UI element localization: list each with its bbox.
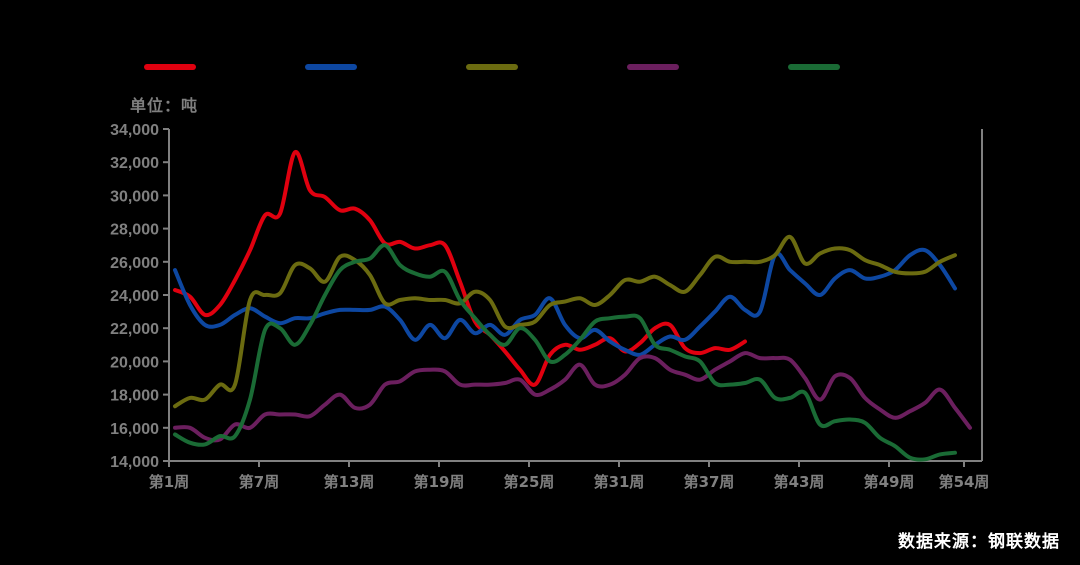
y-tick-label: 24,000 <box>110 288 159 305</box>
y-tick-label: 30,000 <box>110 188 159 205</box>
y-tick-label: 34,000 <box>110 122 159 139</box>
x-tick-label: 第13周 <box>324 473 375 491</box>
series-line-3 <box>173 234 957 409</box>
series-line-1 <box>173 150 747 387</box>
y-tick-label: 22,000 <box>110 321 159 338</box>
series-line-2 <box>173 247 957 357</box>
x-tick-label: 第7周 <box>239 473 279 491</box>
y-tick-label: 18,000 <box>110 388 159 405</box>
x-tick-label: 第1周 <box>149 473 189 491</box>
y-tick-label: 14,000 <box>110 454 159 471</box>
y-tick-label: 20,000 <box>110 354 159 371</box>
x-tick-label: 第19周 <box>414 473 465 491</box>
axes: 14,000 16,000 18,000 20,000 22,000 24,000 26,0… <box>110 122 989 491</box>
x-tick-label: 第37周 <box>684 473 735 491</box>
x-tick-label: 第54周 <box>939 473 990 491</box>
series-line-4 <box>173 351 972 443</box>
series-line-5 <box>173 243 957 462</box>
y-tick-label: 28,000 <box>110 222 159 239</box>
x-tick-label: 第43周 <box>774 473 825 491</box>
y-tick-label: 32,000 <box>110 155 159 172</box>
unit-label: 单位：吨 <box>130 96 199 115</box>
plot-area <box>173 150 972 462</box>
x-tick-label: 第25周 <box>504 473 555 491</box>
x-tick-label: 第49周 <box>864 473 915 491</box>
x-tick-label: 第31周 <box>594 473 645 491</box>
y-tick-label: 16,000 <box>110 421 159 438</box>
y-tick-label: 26,000 <box>110 255 159 272</box>
source-note: 数据来源：钢联数据 <box>898 532 1060 552</box>
